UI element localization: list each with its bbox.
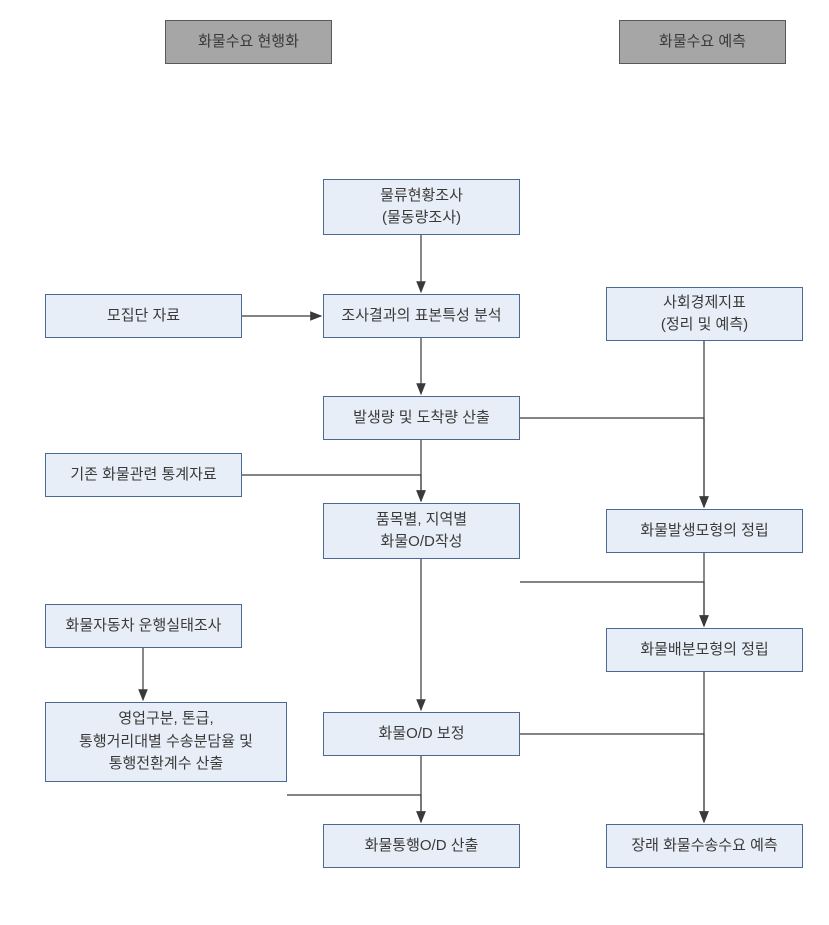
node-future-demand: 장래 화물수송수요 예측 [606, 824, 803, 868]
node-share-coef: 영업구분, 톤급, 통행거리대별 수송분담율 및 통행전환계수 산출 [45, 702, 287, 782]
node-population-text: 모집단 자료 [107, 305, 180, 328]
node-gen-model: 화물발생모형의 정립 [606, 509, 803, 553]
header-left-text: 화물수요 현행화 [198, 31, 299, 54]
node-share-coef-text: 영업구분, 톤급, 통행거리대별 수송분담율 및 통행전환계수 산출 [79, 708, 253, 776]
node-od-create: 품목별, 지역별 화물O/D작성 [323, 503, 520, 559]
node-od-create-text: 품목별, 지역별 화물O/D작성 [376, 509, 467, 554]
arrow-n12-n13poly [287, 795, 421, 822]
node-dist-model: 화물배분모형의 정립 [606, 628, 803, 672]
arrow-n11-n14poly [520, 734, 704, 822]
node-sample-analysis-text: 조사결과의 표본특성 분석 [341, 305, 501, 328]
header-right-text: 화물수요 예측 [659, 31, 746, 54]
arrow-n6-n7poly [242, 475, 421, 501]
node-generation: 발생량 및 도착량 산출 [323, 396, 520, 440]
node-gen-model-text: 화물발생모형의 정립 [640, 520, 768, 543]
node-existing-stats: 기존 화물관련 통계자료 [45, 453, 242, 497]
header-left: 화물수요 현행화 [165, 20, 332, 64]
node-population: 모집단 자료 [45, 294, 242, 338]
node-od-correct: 화물O/D 보정 [323, 712, 520, 756]
node-socioecon-text: 사회경제지표 (정리 및 예측) [661, 292, 748, 337]
node-trip-od: 화물통행O/D 산출 [323, 824, 520, 868]
node-socioecon: 사회경제지표 (정리 및 예측) [606, 287, 803, 341]
node-sample-analysis: 조사결과의 표본특성 분석 [323, 294, 520, 338]
node-truck-survey-text: 화물자동차 운행실태조사 [66, 615, 222, 638]
node-existing-stats-text: 기존 화물관련 통계자료 [70, 464, 216, 487]
node-survey-text: 물류현황조사 (물동량조사) [380, 185, 463, 230]
node-od-correct-text: 화물O/D 보정 [378, 723, 464, 746]
node-generation-text: 발생량 및 도착량 산출 [353, 407, 490, 430]
node-future-demand-text: 장래 화물수송수요 예측 [631, 835, 777, 858]
node-truck-survey: 화물자동차 운행실태조사 [45, 604, 242, 648]
node-dist-model-text: 화물배분모형의 정립 [640, 639, 768, 662]
arrow-n5-n8poly [520, 418, 704, 507]
arrow-n7-n10poly [520, 582, 704, 626]
node-survey: 물류현황조사 (물동량조사) [323, 179, 520, 235]
node-trip-od-text: 화물통행O/D 산출 [365, 835, 479, 858]
header-right: 화물수요 예측 [619, 20, 786, 64]
